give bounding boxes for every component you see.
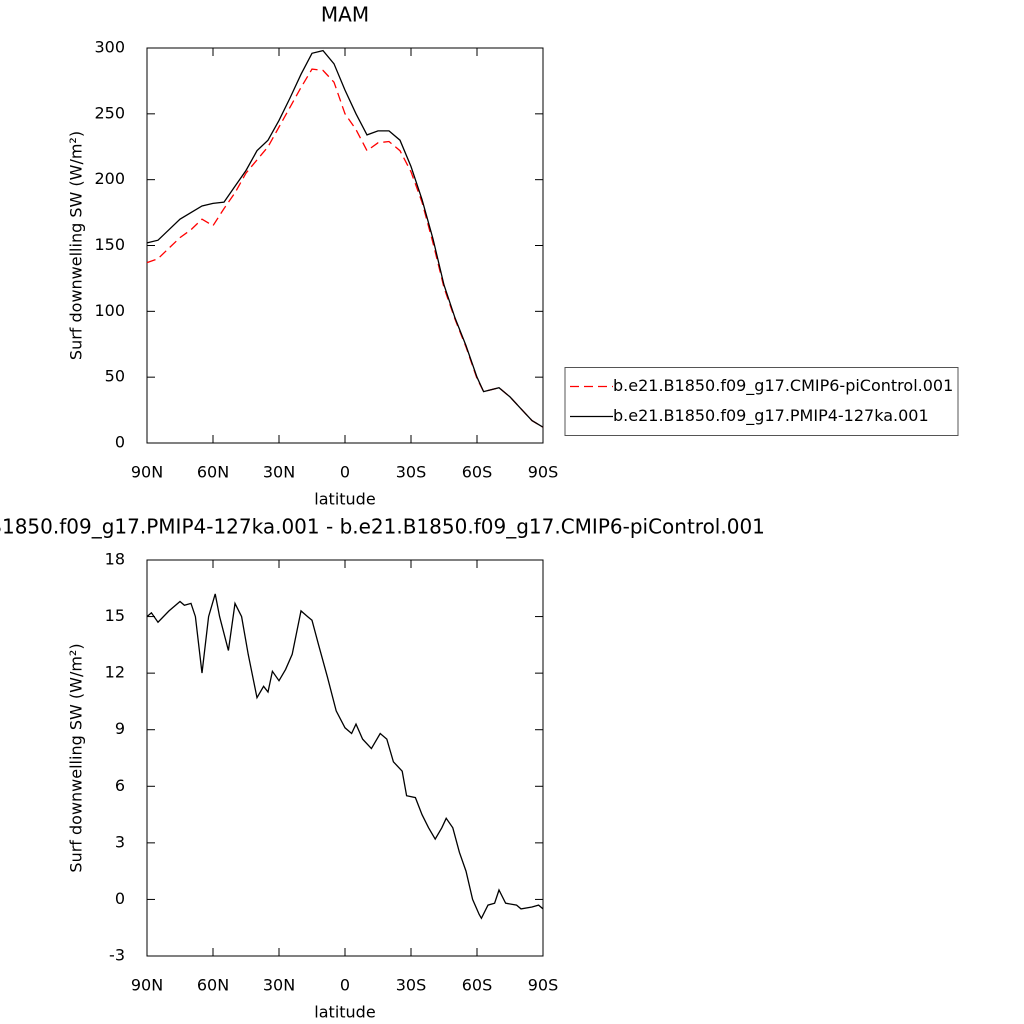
x-tick-label: 0 bbox=[340, 976, 350, 995]
y-tick-label: 300 bbox=[94, 38, 125, 57]
y-tick-label: 9 bbox=[115, 719, 125, 738]
data-line bbox=[146, 593, 544, 920]
y-tick-label: -3 bbox=[109, 946, 125, 965]
x-tick-label: 60N bbox=[197, 463, 229, 482]
x-tick-label: 90N bbox=[131, 463, 163, 482]
y-tick-label: 100 bbox=[94, 301, 125, 320]
chart-title: b.e21.B1850.f09_g17.PMIP4-127ka.001 - b.… bbox=[0, 515, 765, 539]
legend-box bbox=[564, 367, 959, 436]
x-tick-label: 0 bbox=[340, 463, 350, 482]
y-tick-label: 200 bbox=[94, 169, 125, 188]
x-tick-label: 60N bbox=[197, 976, 229, 995]
x-tick-label: 30N bbox=[263, 463, 295, 482]
y-tick-label: 15 bbox=[105, 606, 125, 625]
y-tick-label: 250 bbox=[94, 103, 125, 122]
y-tick-label: 50 bbox=[105, 367, 125, 386]
x-tick-label: 90S bbox=[528, 463, 559, 482]
y-tick-label: 3 bbox=[115, 832, 125, 851]
x-tick-label: 90S bbox=[528, 976, 559, 995]
chart-title: MAM bbox=[321, 3, 369, 27]
x-tick-label: 30S bbox=[396, 463, 427, 482]
y-tick-label: 6 bbox=[115, 776, 125, 795]
data-line bbox=[146, 68, 544, 428]
y-tick-label: 12 bbox=[105, 663, 125, 682]
x-tick-label: 30N bbox=[263, 976, 295, 995]
data-line bbox=[146, 49, 544, 428]
x-tick-label: 30S bbox=[396, 976, 427, 995]
y-tick-label: 0 bbox=[115, 433, 125, 452]
y-axis-label: Surf downwelling SW (W/m²) bbox=[67, 643, 86, 872]
y-tick-label: 0 bbox=[115, 889, 125, 908]
legend-label: b.e21.B1850.f09_g17.CMIP6-piControl.001 bbox=[613, 376, 953, 396]
x-axis-label: latitude bbox=[314, 490, 375, 509]
x-tick-label: 90N bbox=[131, 976, 163, 995]
x-tick-label: 60S bbox=[462, 976, 493, 995]
y-tick-label: 18 bbox=[105, 550, 125, 569]
y-axis-label: Surf downwelling SW (W/m²) bbox=[67, 131, 86, 360]
plot-frame bbox=[146, 47, 544, 444]
legend-label: b.e21.B1850.f09_g17.PMIP4-127ka.001 bbox=[613, 406, 929, 426]
x-axis-label: latitude bbox=[314, 1003, 375, 1022]
plot-frame bbox=[146, 559, 544, 957]
y-tick-label: 150 bbox=[94, 235, 125, 254]
x-tick-label: 60S bbox=[462, 463, 493, 482]
